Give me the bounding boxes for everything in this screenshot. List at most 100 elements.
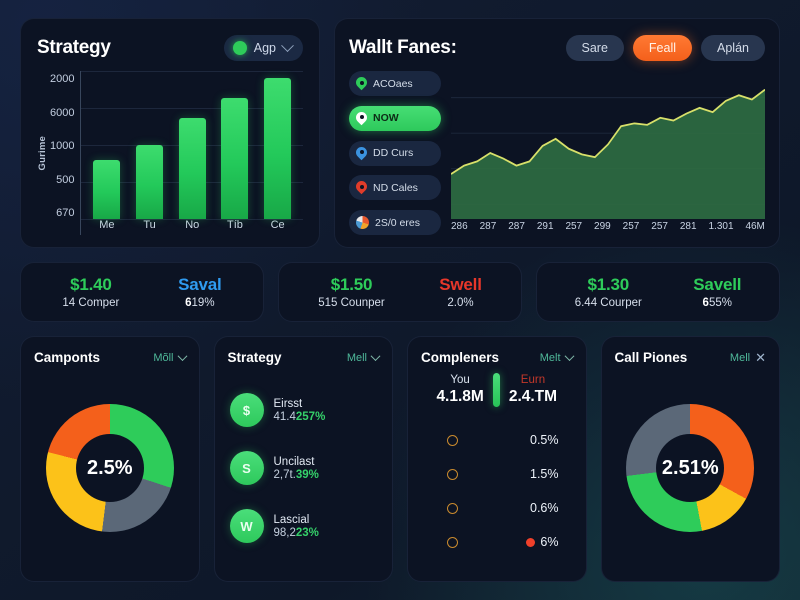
list-item[interactable]: $ Eirsst 41.4257% — [229, 393, 378, 427]
bar-item[interactable] — [264, 78, 292, 219]
chevron-down-icon — [281, 38, 294, 52]
bar-x-tick: Me — [99, 219, 115, 231]
bar-y-tick: 2000 — [50, 73, 75, 85]
avatar: $ — [229, 393, 264, 427]
kpi-metric: Savell 655% — [693, 275, 741, 309]
kpi-card[interactable]: $1.40 14 Comper Saval 619% — [20, 262, 264, 322]
area-x-tick: 299 — [594, 221, 611, 232]
call-piones-menu[interactable]: Mell ✕ — [730, 351, 766, 364]
list-item-text: Lascial 98,223% — [274, 514, 319, 539]
components-card-menu[interactable]: Mõll — [153, 351, 187, 364]
list-item[interactable]: W Lascial 98,223% — [229, 509, 378, 543]
bar-x-axis-ticks: Me Tu No Tíb Ce — [81, 219, 303, 235]
strategy-list-header: Strategy Mell — [227, 350, 381, 365]
ring-icon — [447, 502, 458, 514]
area-plot-area: 286 287 287 291 257 299 257 257 281 1.301 46M — [451, 71, 765, 235]
list-item-name: Eirsst — [273, 397, 303, 410]
kpi-metric-label: Swell — [439, 275, 482, 294]
bar-x-tick: No — [185, 219, 200, 231]
compare-card-menu[interactable]: Melt — [540, 351, 574, 364]
list-item-text: Uncilast 2,7t.39% — [274, 456, 319, 481]
action-button-sare[interactable]: Sare — [565, 35, 624, 61]
ring-icon — [447, 434, 458, 446]
chevron-down-icon — [370, 351, 381, 362]
bar-item[interactable] — [221, 97, 249, 219]
strategy-list-rows: $ Eirsst 41.4257% S Uncilast 2,7t.39% W Lascial… — [228, 365, 380, 571]
action-button-aplán[interactable]: Aplán — [701, 35, 765, 61]
kpi-metric-value: 655% — [702, 297, 732, 309]
components-donut-wrap: 2.5% — [34, 365, 186, 571]
area-x-tick: 287 — [479, 221, 497, 232]
donut-center-value: 2.51% — [661, 456, 719, 479]
top-row: Strategy Agp Gurime 2000 6000 1000 500 670 M… — [20, 18, 780, 248]
kpi-card[interactable]: $1.50 515 Counper Swell 2.0% — [278, 262, 522, 322]
bar-x-tick: Tíb — [226, 219, 243, 231]
layer-pill-dd-curs[interactable]: DD Curs — [349, 140, 441, 166]
donut-chart[interactable]: 2.51% — [626, 404, 755, 532]
compare-mini-row: 1.5% — [447, 467, 559, 481]
area-x-axis-ticks: 286 287 287 291 257 299 257 257 281 1.301 46M — [451, 219, 765, 235]
kpi-metric: Saval 619% — [178, 275, 222, 309]
area-x-tick: 1.301 — [708, 221, 734, 232]
area-x-tick: 257 — [622, 221, 640, 232]
kpi-value: $1.40 — [70, 275, 112, 294]
ring-icon — [447, 468, 458, 480]
pin-icon — [356, 181, 367, 194]
layer-pill-now[interactable]: NOW — [349, 105, 441, 131]
kpi-primary: $1.50 515 Counper — [318, 275, 385, 309]
pin-icon — [356, 112, 367, 125]
layer-pill-label: DD Curs — [373, 147, 414, 159]
list-item[interactable]: S Uncilast 2,7t.39% — [229, 451, 378, 485]
kpi-card[interactable]: $1.30 6.44 Courper Savell 655% — [536, 262, 780, 322]
list-item-metric: 2,7t.39% — [273, 468, 319, 481]
donut-chart[interactable]: 2.5% — [45, 404, 174, 532]
call-piones-title: Call Piones — [614, 350, 688, 365]
compare-right-value: 2.4.TM — [508, 388, 558, 405]
kpi-metric: Swell 2.0% — [439, 275, 482, 309]
avatar-icon — [356, 216, 369, 229]
bar-card-header: Strategy Agp — [37, 35, 303, 61]
layer-pill-2s-0-eres[interactable]: 2S/0 eres — [349, 210, 441, 235]
area-chart-graphic — [451, 88, 765, 219]
bar-y-tick: 500 — [56, 173, 75, 186]
area-card-title: Wallt Fanes: — [349, 37, 457, 58]
bar-y-axis-label: Gurime — [37, 135, 48, 171]
bar-item[interactable] — [178, 118, 206, 219]
action-button-feall[interactable]: Feall — [632, 35, 693, 61]
compare-mini-rows: 0.5% 1.5% 0.6% 6% — [421, 411, 573, 571]
strategy-list-title: Strategy — [227, 350, 282, 365]
area-x-tick: 287 — [508, 221, 525, 232]
call-piones-donut-wrap: 2.51% — [615, 365, 767, 571]
compare-left-label: You — [450, 374, 470, 386]
close-icon[interactable]: ✕ — [755, 350, 766, 365]
compare-mini-row: 6% — [447, 535, 559, 549]
area-chart-svg — [451, 71, 765, 219]
components-card-menu-label: Mõll — [153, 351, 174, 364]
compare-mini-value: 6% — [526, 535, 559, 549]
strategy-list-menu[interactable]: Mell — [346, 351, 381, 364]
kpi-metric-value: 619% — [185, 297, 215, 309]
list-item-metric: 41.4257% — [273, 410, 326, 423]
components-card-title: Camponts — [34, 350, 101, 365]
kpi-metric-value: 2.0% — [447, 297, 474, 309]
strategy-dropdown[interactable]: Agp — [223, 35, 303, 61]
kpi-primary: $1.30 6.44 Courper — [575, 275, 642, 309]
area-x-tick: 257 — [565, 221, 583, 232]
layer-pill-nd-cales[interactable]: ND Cales — [349, 175, 441, 201]
list-item-metric: 98,223% — [273, 526, 319, 539]
bar-item[interactable] — [136, 145, 164, 219]
compare-right-label: Eurn — [520, 374, 546, 386]
bar-y-axis-ticks: 2000 6000 1000 500 670 — [50, 71, 80, 235]
bar-series — [81, 71, 303, 219]
pin-icon — [356, 77, 367, 90]
compare-right: Eurn 2.4.TM — [509, 374, 557, 406]
layer-pill-acoaes[interactable]: ACOaes — [349, 71, 441, 96]
compare-mini-value: 1.5% — [530, 467, 559, 481]
pin-icon — [356, 147, 367, 160]
bar-y-tick: 1000 — [50, 140, 75, 152]
layer-pill-label: 2S/0 eres — [375, 216, 420, 229]
strategy-list-menu-label: Mell — [346, 351, 367, 364]
bar-item[interactable] — [93, 159, 121, 219]
compare-mini-row: 0.5% — [447, 433, 559, 447]
list-item-text: Eirsst 41.4257% — [274, 398, 326, 423]
